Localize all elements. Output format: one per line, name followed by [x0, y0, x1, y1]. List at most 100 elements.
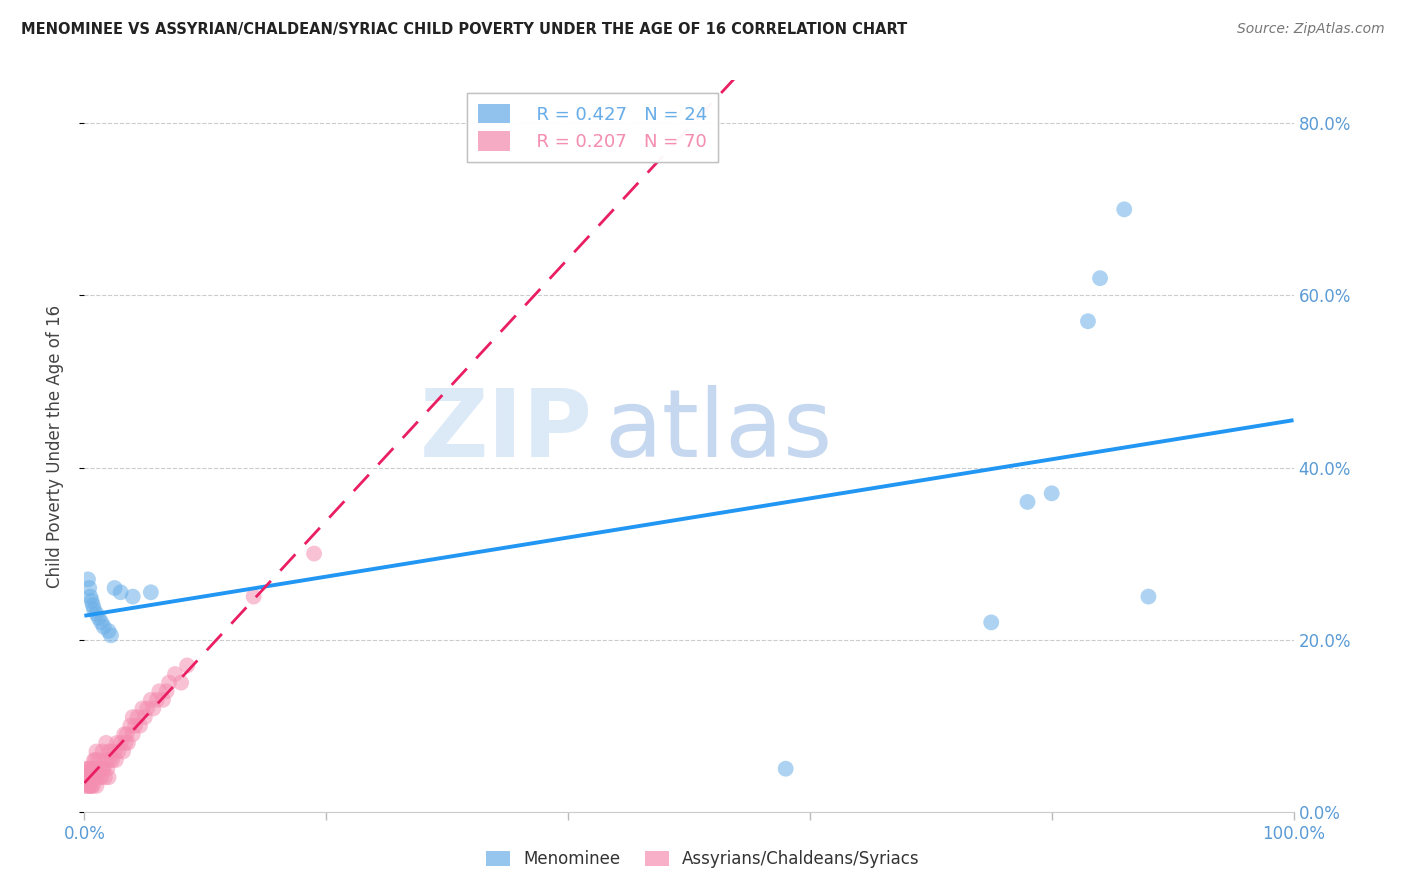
Point	[86, 607, 108, 621]
Point	[104, 744, 127, 758]
Point	[100, 744, 122, 758]
Point	[77, 770, 100, 784]
Point	[100, 628, 122, 642]
Point	[148, 684, 170, 698]
Point	[97, 770, 120, 784]
Point	[134, 710, 156, 724]
Point	[87, 611, 110, 625]
Text: atlas: atlas	[605, 385, 832, 477]
Point	[91, 762, 114, 776]
Point	[79, 779, 101, 793]
Point	[152, 693, 174, 707]
Point	[94, 753, 117, 767]
Point	[101, 753, 124, 767]
Point	[157, 675, 180, 690]
Point	[110, 585, 132, 599]
Point	[1040, 486, 1063, 500]
Point	[242, 590, 264, 604]
Point	[93, 762, 115, 776]
Point	[87, 753, 110, 767]
Point	[110, 736, 132, 750]
Point	[112, 744, 135, 758]
Text: Source: ZipAtlas.com: Source: ZipAtlas.com	[1237, 22, 1385, 37]
Point	[75, 779, 97, 793]
Y-axis label: Child Poverty Under the Age of 16: Child Poverty Under the Age of 16	[45, 304, 63, 588]
Point	[91, 744, 114, 758]
Point	[82, 598, 104, 612]
Point	[77, 762, 100, 776]
Point	[775, 762, 797, 776]
Point	[84, 753, 107, 767]
Point	[97, 624, 120, 638]
Point	[127, 710, 149, 724]
Point	[86, 779, 108, 793]
Point	[76, 762, 98, 776]
Point	[80, 779, 103, 793]
Point	[83, 753, 105, 767]
Point	[80, 762, 103, 776]
Point	[1088, 271, 1111, 285]
Point	[131, 701, 153, 715]
Point	[302, 547, 325, 561]
Point	[105, 736, 128, 750]
Point	[96, 762, 118, 776]
Point	[176, 658, 198, 673]
Point	[165, 667, 187, 681]
Text: MENOMINEE VS ASSYRIAN/CHALDEAN/SYRIAC CHILD POVERTY UNDER THE AGE OF 16 CORRELAT: MENOMINEE VS ASSYRIAN/CHALDEAN/SYRIAC CH…	[21, 22, 907, 37]
Point	[82, 779, 104, 793]
Point	[76, 770, 98, 784]
Point	[93, 620, 115, 634]
Point	[139, 585, 162, 599]
Point	[77, 573, 100, 587]
Point	[104, 753, 127, 767]
Point	[121, 590, 143, 604]
Point	[1017, 495, 1039, 509]
Point	[121, 710, 143, 724]
Point	[90, 770, 112, 784]
Point	[77, 779, 100, 793]
Point	[86, 744, 108, 758]
Point	[1077, 314, 1099, 328]
Point	[83, 602, 105, 616]
Point	[86, 762, 108, 776]
Point	[80, 770, 103, 784]
Point	[1137, 590, 1160, 604]
Point	[80, 594, 103, 608]
Point	[146, 693, 169, 707]
Text: ZIP: ZIP	[419, 385, 592, 477]
Point	[79, 590, 101, 604]
Point	[114, 736, 136, 750]
Point	[980, 615, 1002, 630]
Point	[83, 770, 105, 784]
Point	[87, 770, 110, 784]
Point	[79, 762, 101, 776]
Point	[84, 770, 107, 784]
Point	[117, 736, 139, 750]
Point	[97, 744, 120, 758]
Point	[77, 779, 100, 793]
Point	[112, 727, 135, 741]
Point	[142, 701, 165, 715]
Legend: Menominee, Assyrians/Chaldeans/Syriacs: Menominee, Assyrians/Chaldeans/Syriacs	[479, 844, 927, 875]
Point	[120, 719, 142, 733]
Legend:   R = 0.427   N = 24,   R = 0.207   N = 70: R = 0.427 N = 24, R = 0.207 N = 70	[467, 93, 717, 161]
Point	[90, 615, 112, 630]
Point	[136, 701, 159, 715]
Point	[1114, 202, 1136, 217]
Point	[89, 762, 111, 776]
Point	[77, 581, 100, 595]
Point	[104, 581, 127, 595]
Point	[79, 770, 101, 784]
Point	[107, 744, 129, 758]
Point	[139, 693, 162, 707]
Point	[77, 770, 100, 784]
Point	[82, 762, 104, 776]
Point	[94, 736, 117, 750]
Point	[98, 753, 121, 767]
Point	[170, 675, 193, 690]
Point	[129, 719, 152, 733]
Point	[124, 719, 146, 733]
Point	[115, 727, 138, 741]
Point	[121, 727, 143, 741]
Point	[155, 684, 177, 698]
